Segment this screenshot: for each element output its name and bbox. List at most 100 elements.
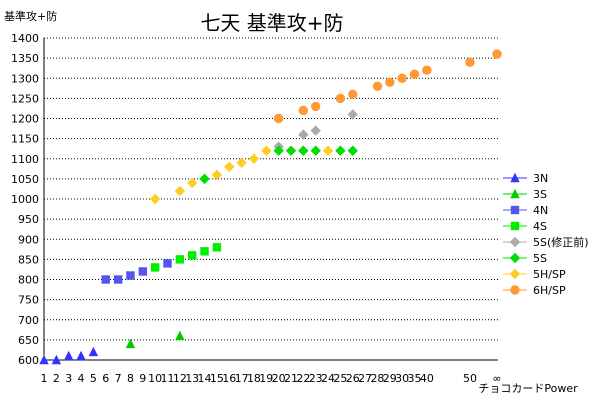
- x-tick-label: 8: [127, 372, 134, 385]
- data-point: [126, 271, 135, 280]
- data-point: [125, 338, 136, 349]
- data-point: [298, 145, 309, 156]
- data-point: [273, 113, 284, 124]
- data-point: [175, 255, 185, 264]
- y-tick-label: 1350: [11, 52, 39, 65]
- x-tick-label: 12: [173, 372, 187, 385]
- axes: [43, 38, 498, 361]
- data-point: [335, 93, 346, 104]
- y-axis-label: 基準攻+防: [4, 9, 57, 23]
- data-point: [465, 57, 475, 67]
- legend-label: 5S: [533, 252, 547, 265]
- x-tick-label: 22: [296, 372, 310, 385]
- x-tick-labels: 1 2 3 4 5 6 7 8 9 1011121314151617181920212223242…: [41, 372, 502, 385]
- legend-marker: [510, 221, 520, 231]
- data-point: [199, 173, 210, 185]
- x-tick-label: 15: [210, 372, 224, 385]
- legend-marker: [510, 188, 520, 199]
- legend-marker: [509, 236, 521, 248]
- y-tick-label: 1100: [11, 153, 39, 166]
- x-tick-label: 11: [161, 372, 175, 385]
- legend-label: 4N: [533, 204, 548, 217]
- data-point: [422, 65, 432, 75]
- legend-marker: [510, 172, 520, 183]
- x-tick-label: 1: [41, 372, 48, 385]
- data-point: [397, 73, 407, 83]
- data-point: [492, 49, 502, 59]
- x-tick-label: 29: [383, 372, 397, 385]
- data-point: [310, 145, 321, 156]
- data-point: [88, 346, 99, 357]
- data-point: [335, 145, 346, 156]
- legend-marker: [510, 285, 520, 295]
- x-tick-label: 21: [284, 372, 298, 385]
- data-point: [347, 109, 358, 120]
- data-point: [101, 275, 110, 284]
- data-point: [150, 263, 160, 272]
- data-points: [39, 49, 502, 365]
- x-tick-label: 2: [53, 372, 60, 385]
- data-point: [113, 275, 123, 284]
- data-point: [372, 81, 383, 92]
- data-point: [248, 153, 260, 164]
- x-axis-label: チョコカードPower: [478, 382, 578, 395]
- data-point: [385, 77, 395, 87]
- data-point: [149, 193, 161, 205]
- legend-label: 6H/SP: [533, 284, 566, 297]
- y-tick-label: 800: [18, 274, 39, 287]
- x-tick-label: 40: [420, 372, 434, 385]
- y-tick-label: 600: [18, 354, 39, 367]
- y-tick-label: 1400: [11, 32, 39, 45]
- y-tick-labels: 600 650 700 750 800 850 900 950 1000 1050 1100 1150…: [11, 32, 39, 367]
- x-tick-label: 35: [408, 372, 422, 385]
- x-tick-label: 9: [139, 372, 146, 385]
- data-point: [212, 243, 222, 252]
- x-tick-label: 7: [115, 372, 122, 385]
- data-point: [273, 145, 284, 156]
- data-point: [310, 125, 321, 136]
- x-tick-label: 23: [309, 372, 323, 385]
- data-point: [187, 177, 198, 189]
- y-tick-label: 1000: [11, 193, 39, 206]
- x-tick-label: ∞: [492, 372, 501, 385]
- data-point: [261, 145, 272, 156]
- legend-marker: [509, 268, 521, 280]
- y-tick-label: 1250: [11, 92, 39, 105]
- y-tick-label: 650: [18, 334, 39, 347]
- x-tick-label: 18: [247, 372, 261, 385]
- x-tick-label: 28: [370, 372, 384, 385]
- y-tick-label: 750: [18, 294, 39, 307]
- y-tick-label: 1050: [11, 173, 39, 186]
- legend-marker: [510, 205, 520, 215]
- x-tick-label: 17: [235, 372, 249, 385]
- data-point: [174, 185, 186, 197]
- legend-label: 3S: [533, 188, 547, 201]
- legend: 3N 3S 4N 4S 5S(修正前) 5S 5H/SP 6H/SP: [503, 172, 589, 297]
- y-tick-label: 850: [18, 253, 39, 266]
- data-point: [51, 354, 62, 365]
- data-point: [175, 330, 185, 341]
- x-tick-label: 13: [185, 372, 199, 385]
- legend-label: 3N: [533, 172, 548, 185]
- x-tick-label: 10: [148, 372, 162, 385]
- legend-label: 5H/SP: [533, 268, 566, 281]
- y-tick-label: 1300: [11, 72, 39, 85]
- chart-title: 七天 基準攻+防: [200, 11, 343, 35]
- data-point: [285, 145, 297, 156]
- x-tick-label: 26: [346, 372, 360, 385]
- x-tick-label: 19: [259, 372, 273, 385]
- data-point: [298, 105, 309, 116]
- y-tick-label: 1150: [11, 133, 39, 146]
- y-tick-label: 900: [18, 233, 39, 246]
- data-point: [200, 247, 209, 256]
- data-point: [138, 267, 147, 276]
- data-point: [163, 259, 172, 268]
- data-point: [311, 101, 321, 112]
- y-tick-label: 700: [18, 314, 39, 327]
- data-point: [347, 145, 358, 156]
- data-point: [76, 350, 86, 361]
- x-tick-label: 5: [90, 372, 97, 385]
- x-tick-label: 50: [463, 372, 477, 385]
- data-point: [236, 157, 247, 168]
